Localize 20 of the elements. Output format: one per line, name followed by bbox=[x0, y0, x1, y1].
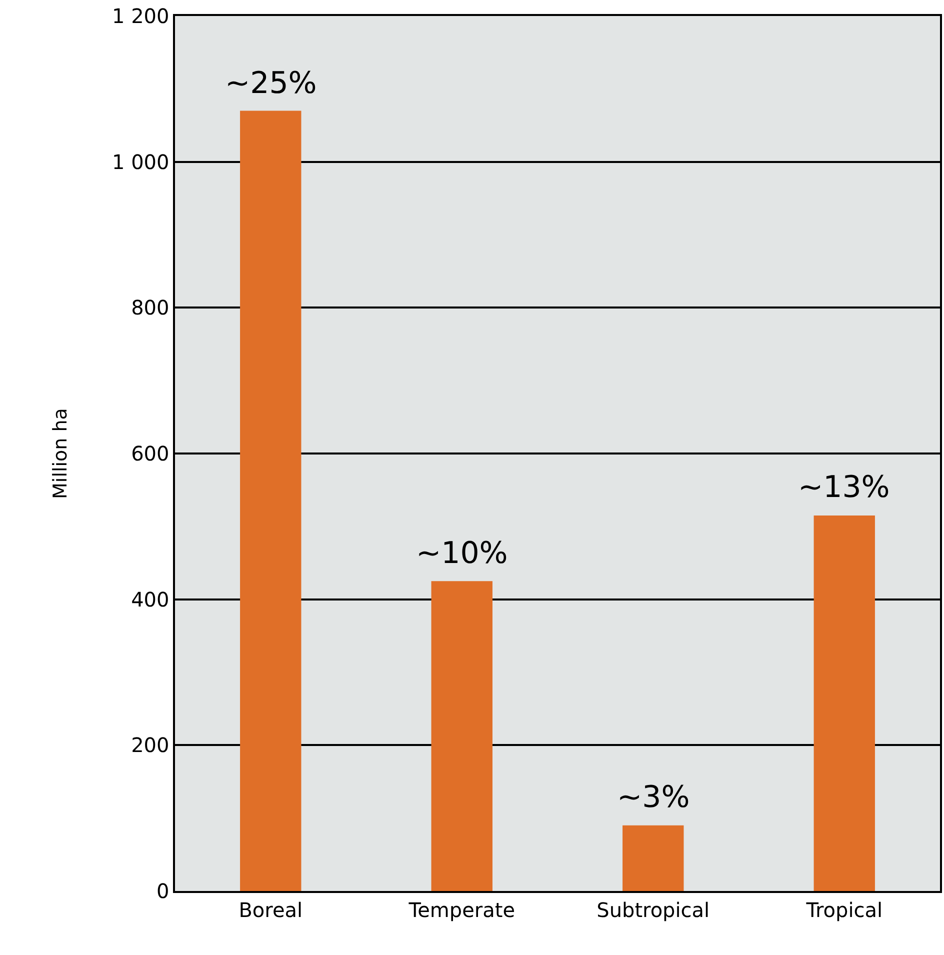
x-tick-label: Subtropical bbox=[596, 898, 710, 922]
x-tick-label: Tropical bbox=[805, 898, 883, 922]
bar bbox=[431, 581, 492, 891]
bar bbox=[240, 110, 302, 891]
y-tick-label: 600 bbox=[131, 442, 170, 466]
y-tick-label: 1 200 bbox=[112, 4, 170, 28]
annotation: ~13% bbox=[798, 470, 890, 505]
y-tick-label: 800 bbox=[131, 296, 170, 320]
bar bbox=[814, 515, 875, 891]
x-tick-label: Boreal bbox=[238, 898, 303, 922]
x-tick-label: Temperate bbox=[408, 898, 515, 922]
bar bbox=[622, 825, 684, 891]
y-tick-label: 0 bbox=[156, 879, 170, 903]
y-tick-label: 200 bbox=[131, 733, 170, 758]
annotation: ~25% bbox=[225, 66, 317, 101]
annotation: ~3% bbox=[617, 780, 690, 815]
annotation: ~10% bbox=[416, 536, 508, 571]
y-tick-label: 400 bbox=[131, 587, 170, 612]
y-tick-label: 1 000 bbox=[112, 150, 170, 174]
y-axis-title: Million ha bbox=[49, 408, 72, 499]
